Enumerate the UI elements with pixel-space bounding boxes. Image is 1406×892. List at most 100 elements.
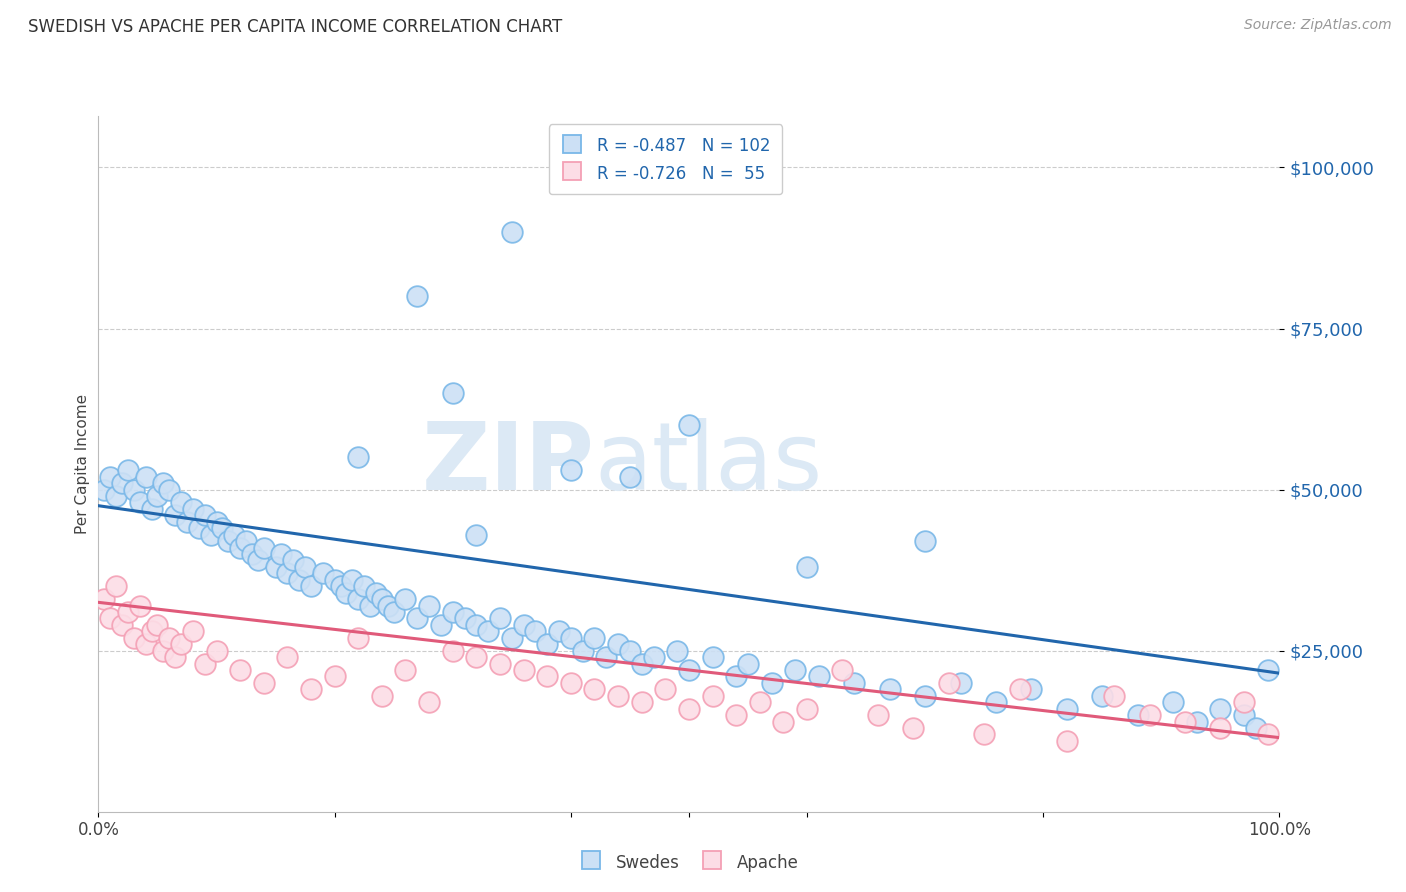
Legend: Swedes, Apache: Swedes, Apache <box>571 844 807 880</box>
Point <box>359 599 381 613</box>
Point <box>299 682 322 697</box>
Point <box>122 631 145 645</box>
Point <box>914 689 936 703</box>
Point <box>831 663 853 677</box>
Point <box>157 631 180 645</box>
Point <box>312 566 335 581</box>
Point <box>560 463 582 477</box>
Point <box>571 643 593 657</box>
Point <box>796 701 818 715</box>
Point <box>430 618 453 632</box>
Point <box>501 225 523 239</box>
Point <box>229 663 252 677</box>
Point <box>253 541 276 555</box>
Point <box>844 676 866 690</box>
Point <box>678 701 700 715</box>
Point <box>903 721 925 735</box>
Point <box>1209 721 1232 735</box>
Point <box>619 643 641 657</box>
Point <box>105 489 128 503</box>
Point <box>1233 695 1256 709</box>
Point <box>914 534 936 549</box>
Point <box>501 631 523 645</box>
Text: ZIP: ZIP <box>422 417 595 510</box>
Point <box>128 599 150 613</box>
Point <box>1021 682 1043 697</box>
Point <box>536 669 558 683</box>
Point <box>294 560 316 574</box>
Point <box>524 624 547 639</box>
Point <box>984 695 1007 709</box>
Point <box>1091 689 1114 703</box>
Point <box>98 469 121 483</box>
Point <box>465 527 488 541</box>
Point <box>347 450 370 465</box>
Point <box>276 650 298 665</box>
Point <box>194 657 217 671</box>
Point <box>335 585 357 599</box>
Point <box>235 534 257 549</box>
Point <box>377 599 399 613</box>
Point <box>146 489 169 503</box>
Point <box>117 463 139 477</box>
Point <box>364 585 387 599</box>
Point <box>288 573 311 587</box>
Point <box>465 650 488 665</box>
Point <box>246 553 269 567</box>
Y-axis label: Per Capita Income: Per Capita Income <box>75 393 90 534</box>
Point <box>607 689 630 703</box>
Point <box>678 418 700 433</box>
Point <box>200 527 222 541</box>
Point <box>270 547 292 561</box>
Point <box>187 521 209 535</box>
Point <box>725 708 748 723</box>
Point <box>353 579 375 593</box>
Point <box>619 469 641 483</box>
Point <box>1139 708 1161 723</box>
Point <box>152 476 174 491</box>
Point <box>630 657 652 671</box>
Point <box>170 495 193 509</box>
Point <box>347 631 370 645</box>
Point <box>217 534 239 549</box>
Point <box>866 708 889 723</box>
Point <box>117 605 139 619</box>
Point <box>796 560 818 574</box>
Point <box>141 624 163 639</box>
Point <box>477 624 499 639</box>
Point <box>441 643 464 657</box>
Point <box>595 650 617 665</box>
Point <box>465 618 488 632</box>
Text: Source: ZipAtlas.com: Source: ZipAtlas.com <box>1244 18 1392 32</box>
Point <box>157 483 180 497</box>
Point <box>1056 734 1078 748</box>
Point <box>489 611 512 625</box>
Point <box>630 695 652 709</box>
Point <box>654 682 676 697</box>
Point <box>98 611 121 625</box>
Point <box>702 689 724 703</box>
Point <box>111 618 134 632</box>
Point <box>253 676 276 690</box>
Point <box>441 386 464 401</box>
Point <box>122 483 145 497</box>
Point <box>264 560 287 574</box>
Point <box>949 676 972 690</box>
Point <box>1056 701 1078 715</box>
Point <box>1102 689 1125 703</box>
Point <box>181 624 204 639</box>
Point <box>146 618 169 632</box>
Text: SWEDISH VS APACHE PER CAPITA INCOME CORRELATION CHART: SWEDISH VS APACHE PER CAPITA INCOME CORR… <box>28 18 562 36</box>
Point <box>536 637 558 651</box>
Point <box>323 669 346 683</box>
Point <box>1126 708 1149 723</box>
Point <box>489 657 512 671</box>
Point <box>1174 714 1197 729</box>
Point <box>737 657 759 671</box>
Point <box>418 695 440 709</box>
Point <box>725 669 748 683</box>
Point <box>371 592 394 607</box>
Point <box>1185 714 1208 729</box>
Point <box>1257 727 1279 741</box>
Point <box>141 502 163 516</box>
